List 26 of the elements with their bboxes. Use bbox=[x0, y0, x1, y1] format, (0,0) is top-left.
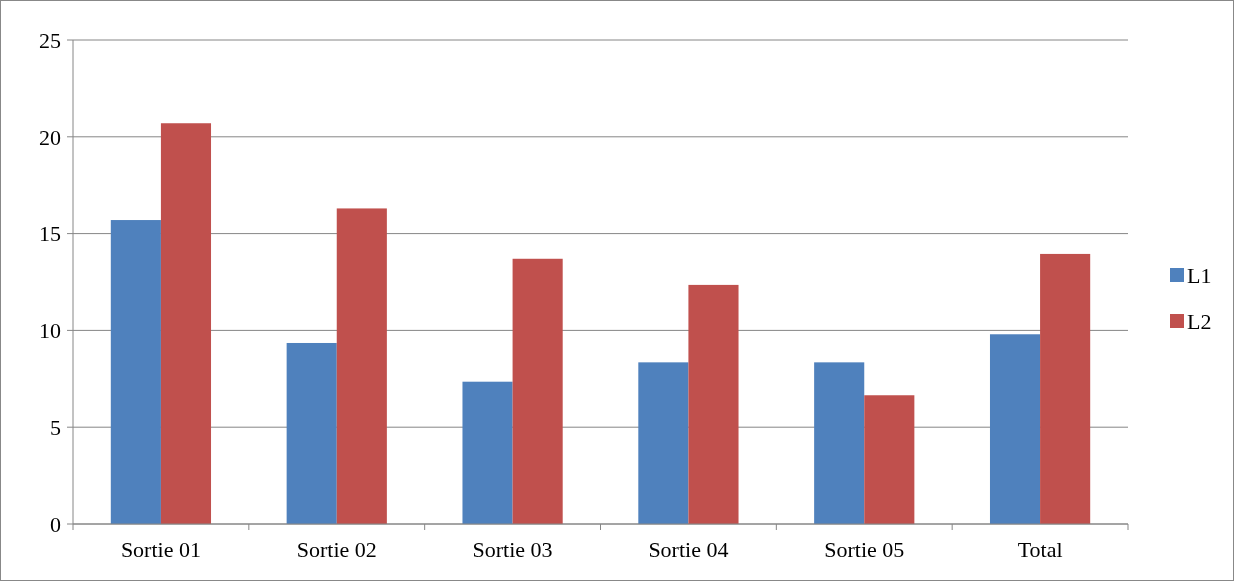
x-tick-label: Sortie 02 bbox=[296, 537, 377, 562]
bar bbox=[989, 334, 1041, 524]
legend-label: L2 bbox=[1187, 308, 1212, 334]
bar bbox=[638, 362, 689, 524]
y-tick-label: 20 bbox=[39, 124, 61, 150]
bar bbox=[462, 381, 513, 524]
x-tick-label: Sortie 05 bbox=[824, 537, 905, 562]
bar bbox=[160, 123, 212, 524]
bar bbox=[1040, 253, 1091, 524]
bar bbox=[814, 362, 865, 524]
y-tick-label: 15 bbox=[39, 221, 61, 247]
y-tick-label: 5 bbox=[50, 414, 61, 440]
x-tick-label: Sortie 04 bbox=[648, 537, 729, 562]
bar bbox=[864, 395, 915, 524]
x-tick-label: Sortie 01 bbox=[120, 537, 201, 562]
bar bbox=[286, 342, 337, 524]
bar bbox=[336, 208, 387, 524]
x-tick-label: Sortie 03 bbox=[472, 537, 553, 562]
y-tick-label: 0 bbox=[50, 511, 61, 537]
y-tick-label: 25 bbox=[39, 27, 61, 53]
x-tick-label: Total bbox=[1017, 537, 1063, 562]
bar bbox=[688, 284, 739, 524]
bar bbox=[110, 220, 161, 524]
y-tick-label: 10 bbox=[39, 318, 61, 344]
bar bbox=[512, 258, 563, 524]
legend-label: L1 bbox=[1187, 262, 1212, 288]
